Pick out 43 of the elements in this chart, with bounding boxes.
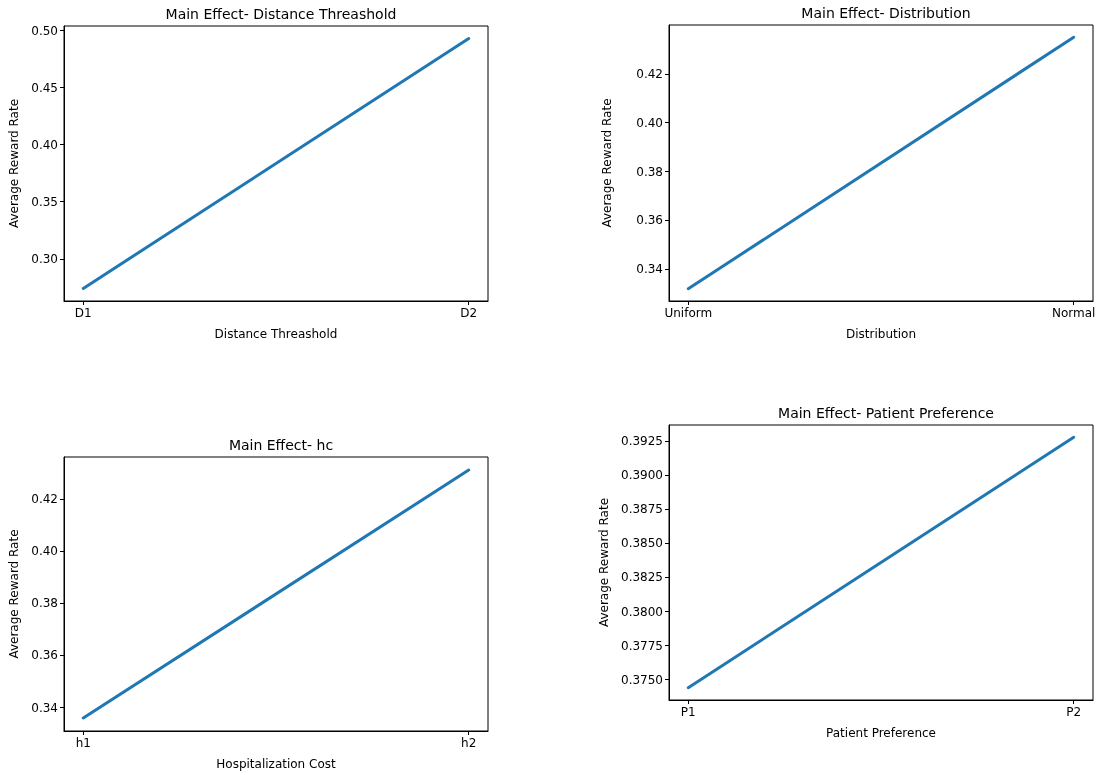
y-tick-label: 0.38 [636,164,663,179]
y-tick-label: 0.3800 [621,604,663,619]
y-tick-label: 0.50 [31,23,58,38]
y-tick-label: 0.35 [31,194,58,209]
y-tick-label: 0.30 [31,251,58,266]
x-tick-label: Normal [1052,306,1096,320]
x-axis-title: Distribution [845,327,917,341]
y-tick-label: 0.3925 [621,434,663,449]
y-tick-label: 0.36 [636,213,663,228]
chart-title: Main Effect- Distribution [801,5,971,21]
y-tick-label: 0.34 [31,700,58,715]
chart-title: Main Effect- Patient Preference [778,405,994,421]
x-tick-label: h2 [461,736,477,750]
y-axis-title: Average Reward Rate [597,497,612,628]
y-tick-label: 0.40 [636,115,663,130]
x-axis-title: Hospitalization Cost [216,757,336,771]
y-tick-label: 0.38 [31,596,58,611]
y-tick-label: 0.3900 [621,468,663,483]
y-tick-label: 0.40 [31,137,58,152]
y-axis-title: Average Reward Rate [600,98,614,228]
x-tick-label: h1 [75,736,91,750]
y-tick-label: 0.3775 [621,638,663,653]
y-tick-label: 0.3850 [621,536,663,551]
y-tick-label: 0.3750 [621,672,663,687]
x-tick-label: D2 [460,306,478,320]
y-tick-label: 0.42 [636,66,663,81]
x-tick-label: D1 [74,306,92,320]
y-tick-label: 0.45 [31,80,58,95]
y-tick-label: 0.3875 [621,502,663,517]
y-tick-label: 0.40 [31,543,58,558]
y-tick-label: 0.3825 [621,570,663,585]
x-axis-title: Patient Preference [826,726,936,740]
y-tick-label: 0.42 [31,491,58,506]
x-tick-label: P1 [680,705,696,719]
chart-title: Main Effect- Distance Threashold [165,6,397,22]
y-axis-title: Average Reward Rate [7,529,22,659]
chart-title: Main Effect- hc [228,437,334,453]
y-tick-label: 0.34 [636,262,663,277]
x-axis-title: Distance Threashold [214,327,338,341]
x-tick-label: Uniform [664,306,713,320]
y-axis-title: Average Reward Rate [7,98,22,229]
y-tick-label: 0.36 [31,648,58,663]
x-tick-label: P2 [1066,705,1082,719]
